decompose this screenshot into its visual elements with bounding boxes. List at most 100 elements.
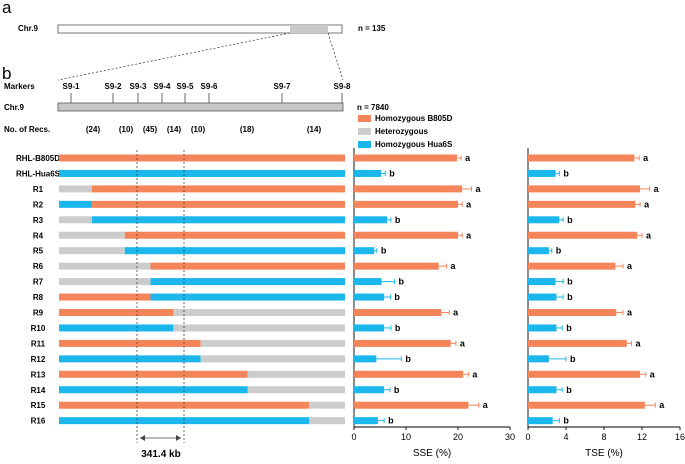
genotype-segment-hua6s <box>59 324 174 332</box>
interval-arrowheads <box>140 435 181 441</box>
significance-label: b <box>567 292 573 302</box>
marker-label: S9-2 <box>105 82 122 91</box>
significance-label: a <box>472 369 478 379</box>
genotype-segment-b805d <box>59 309 174 316</box>
significance-label: a <box>627 308 633 318</box>
recombinant-count: (14) <box>307 125 322 134</box>
x-tick-label: 4 <box>563 432 568 442</box>
panel-b-label: b <box>2 64 11 83</box>
genotype-segment-b805d <box>150 262 345 270</box>
line-label: R14 <box>31 386 46 395</box>
significance-label: b <box>399 277 405 287</box>
x-tick-label: 0 <box>525 432 530 442</box>
legend-swatch-b805d <box>358 115 371 122</box>
bar <box>528 417 553 425</box>
marker-label: S9-6 <box>201 82 218 91</box>
recs-label: No. of Recs. <box>4 125 50 134</box>
x-axis-label: SSE (%) <box>413 448 451 459</box>
bar <box>354 278 382 286</box>
significance-label: b <box>395 323 401 333</box>
bar <box>528 386 557 394</box>
significance-label: b <box>563 168 569 178</box>
line-label: R13 <box>31 370 46 379</box>
bar <box>354 339 451 347</box>
line-label: R16 <box>31 417 46 426</box>
line-label: R2 <box>33 200 44 209</box>
line-label: R11 <box>31 339 46 348</box>
panel-a-chrom-label: Chr.9 <box>18 24 39 33</box>
x-tick-label: 20 <box>453 432 463 442</box>
legend-label-b805d: Homozygous B805D <box>375 114 453 123</box>
significance-label: b <box>394 385 400 395</box>
genotype-segment-b805d <box>91 200 345 208</box>
panel-b-chromosome <box>57 102 344 112</box>
bar <box>354 401 469 409</box>
genotype-segment-hua6s <box>150 278 345 286</box>
genotype-segment-hua6s <box>59 169 345 177</box>
significance-label: a <box>460 338 466 348</box>
line-label: R6 <box>33 262 44 271</box>
recombinant-count: (10) <box>191 125 206 134</box>
bar <box>528 154 635 162</box>
line-label: R5 <box>33 247 44 256</box>
bar <box>528 339 627 347</box>
marker-label: S9-7 <box>274 82 291 91</box>
significance-label: b <box>394 292 400 302</box>
candidate-interval: 341.4 kb <box>136 150 185 460</box>
bar <box>528 216 560 224</box>
genotype-segment-hua6s <box>59 200 92 208</box>
significance-label: b <box>570 354 576 364</box>
marker-label: S9-8 <box>334 82 351 91</box>
significance-label: a <box>453 308 459 318</box>
bar <box>354 386 385 394</box>
significance-label: a <box>646 230 652 240</box>
bar <box>528 370 641 378</box>
significance-label: b <box>381 246 387 256</box>
recombinant-count: (14) <box>167 125 182 134</box>
marker-label: S9-5 <box>177 82 194 91</box>
panel-a-n-label: n = 135 <box>358 24 386 33</box>
line-label: R8 <box>33 293 44 302</box>
bar <box>354 293 385 301</box>
genotype-segment-b805d <box>59 401 310 409</box>
marker-ticks <box>70 93 343 103</box>
genotype-segment-b805d <box>124 231 345 239</box>
zoom-line-right <box>327 32 344 81</box>
panel-a-label: a <box>2 0 12 17</box>
genotype-segment-het <box>59 231 125 239</box>
bar <box>354 355 377 363</box>
genotype-segment-b805d <box>91 185 345 193</box>
legend-label-hua6s: Homozygous Hua6S <box>375 140 453 149</box>
genotype-segment-het <box>59 262 151 270</box>
bar <box>354 216 388 224</box>
genotype-segment-het <box>309 417 345 425</box>
bar <box>354 231 458 239</box>
significance-label: b <box>566 385 572 395</box>
line-label: RHL-Hua6S <box>16 169 61 178</box>
significance-label: b <box>395 215 401 225</box>
genotype-segment-b805d <box>59 154 345 162</box>
markers-label: Markers <box>4 82 35 91</box>
bar <box>528 231 638 239</box>
significance-label: b <box>566 323 572 333</box>
genotype-segment-hua6s <box>59 417 310 425</box>
genotype-segment-het <box>59 185 92 193</box>
x-tick-label: 0 <box>351 432 356 442</box>
bar <box>354 247 375 255</box>
significance-label: a <box>465 153 471 163</box>
genotype-segment-het <box>173 324 345 332</box>
significance-label: a <box>650 369 656 379</box>
recombinant-count: (24) <box>86 125 101 134</box>
x-axis-label: TSE (%) <box>585 448 623 459</box>
genotype-segment-het <box>200 355 345 363</box>
bar <box>354 324 385 332</box>
line-label: R12 <box>31 355 46 364</box>
recombinant-count: (10) <box>119 125 134 134</box>
significance-label: a <box>636 338 642 348</box>
line-label: R4 <box>33 231 44 240</box>
legend-swatch-hua6s <box>358 141 371 148</box>
genotype-segment-hua6s <box>59 355 201 363</box>
panel-a-highlight-region <box>290 25 328 33</box>
